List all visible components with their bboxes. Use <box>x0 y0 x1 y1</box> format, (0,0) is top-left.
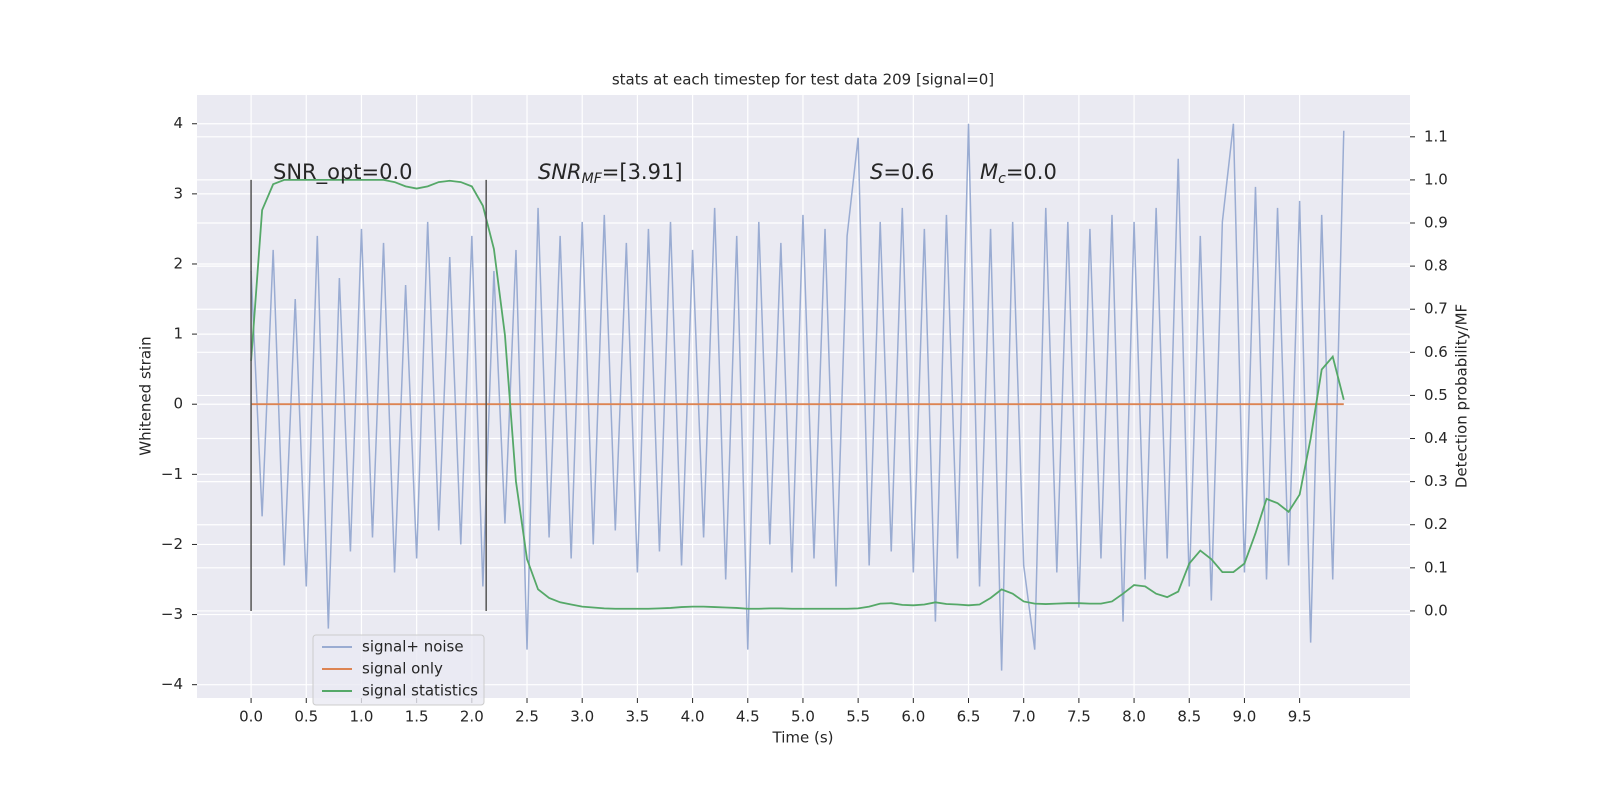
y-tick-label: 2 <box>173 254 183 272</box>
y-tick-label: −1 <box>161 465 183 483</box>
y-tick-label: −3 <box>161 605 183 623</box>
y2-tick-label: 1.0 <box>1424 170 1448 188</box>
y2-tick-label: 0.7 <box>1424 300 1448 318</box>
x-axis-label: Time (s) <box>772 729 834 747</box>
x-tick-label: 4.5 <box>736 708 760 726</box>
annotation-text: =0.6 <box>883 160 934 184</box>
x-tick-label: 8.0 <box>1122 708 1146 726</box>
x-tick-label: 6.5 <box>957 708 981 726</box>
y2-tick-label: 0.1 <box>1424 558 1448 576</box>
y-axis-label: Whitened strain <box>137 336 155 455</box>
y2-tick-label: 0.5 <box>1424 386 1448 404</box>
y2-tick-label: 0.6 <box>1424 343 1448 361</box>
x-tick-label: 1.5 <box>405 708 429 726</box>
x-tick-label: 3.0 <box>570 708 594 726</box>
x-tick-label: 9.5 <box>1288 708 1312 726</box>
legend-label: signal only <box>362 660 443 678</box>
annotation-subscript: MF <box>582 171 603 187</box>
legend-label: signal statistics <box>362 682 478 700</box>
y2-tick-label: 0.8 <box>1424 257 1448 275</box>
series-line <box>250 123 1345 671</box>
annotation-symbol: SNR <box>538 160 582 184</box>
x-tick-label: 1.0 <box>350 708 374 726</box>
annotation: S=0.6 <box>870 160 934 184</box>
x-tick-label: 2.5 <box>515 708 539 726</box>
y2-axis-label: Detection probability/MF <box>1453 304 1471 488</box>
x-tick-label: 2.0 <box>460 708 484 726</box>
y-tick-label: 0 <box>173 395 183 413</box>
annotation-subscript: c <box>998 171 1006 187</box>
annotation: SNRMF=[3.91] <box>538 160 683 187</box>
x-tick-label: 4.0 <box>681 708 705 726</box>
legend-box <box>312 634 485 706</box>
y-tick-label: 3 <box>173 184 183 202</box>
y2-tick-label: 0.3 <box>1424 472 1448 490</box>
x-tick-label: 5.0 <box>791 708 815 726</box>
x-tick-label: 7.5 <box>1067 708 1091 726</box>
series-line <box>250 179 1345 610</box>
y2-tick-label: 0.9 <box>1424 214 1448 232</box>
x-tick-label: 9.0 <box>1233 708 1257 726</box>
annotation-text: =[3.91] <box>602 160 683 184</box>
x-tick-label: 3.5 <box>625 708 649 726</box>
legend: signal+ noise signal only signal statistic… <box>312 634 485 706</box>
y-tick-label: −4 <box>161 675 183 693</box>
x-tick-label: 0.5 <box>294 708 318 726</box>
y-tick-label: 1 <box>173 325 183 343</box>
y-tick-label: 4 <box>173 114 183 132</box>
annotation: SNR_opt=0.0 <box>273 160 413 185</box>
x-tick-label: 5.5 <box>846 708 870 726</box>
y2-tick-label: 1.1 <box>1424 127 1448 145</box>
y-tick-label: −2 <box>161 535 183 553</box>
x-tick-label: 7.0 <box>1012 708 1036 726</box>
annotation-symbol: S <box>870 160 883 184</box>
annotation-text: =0.0 <box>1006 160 1057 184</box>
legend-label: signal+ noise <box>362 638 464 656</box>
annotation-text: SNR_opt=0.0 <box>273 160 413 185</box>
x-tick-label: 6.0 <box>901 708 925 726</box>
y2-tick-label: 0.2 <box>1424 515 1448 533</box>
annotation: Mc=0.0 <box>980 160 1057 187</box>
x-tick-label: 0.0 <box>239 708 263 726</box>
annotation-symbol: M <box>980 160 998 184</box>
y2-tick-label: 0.4 <box>1424 429 1448 447</box>
chart-title: stats at each timestep for test data 209… <box>612 71 994 89</box>
y2-tick-label: 0.0 <box>1424 601 1448 619</box>
x-tick-label: 8.5 <box>1177 708 1201 726</box>
